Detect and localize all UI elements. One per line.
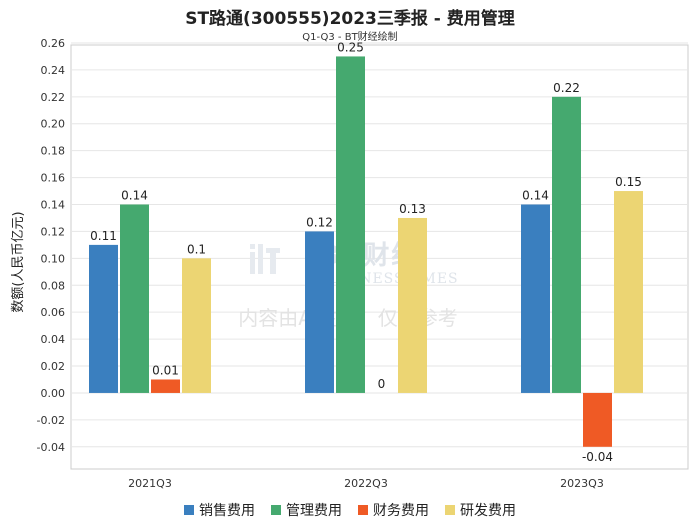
bar-2023Q3-管理费用 <box>552 96 581 393</box>
data-label: 0.15 <box>615 175 642 189</box>
legend-label: 研发费用 <box>460 503 516 519</box>
data-label: 0.25 <box>337 40 364 54</box>
x-tick-label: 2022Q3 <box>344 477 388 490</box>
y-tick-label: 0.22 <box>41 91 66 104</box>
y-tick-label: 0.26 <box>41 37 66 50</box>
legend-label: 财务费用 <box>373 503 429 519</box>
y-tick-label: 0.12 <box>41 225 66 238</box>
bar-2021Q3-研发费用 <box>182 258 211 393</box>
legend-item: 财务费用 <box>358 500 429 520</box>
x-tick-label: 2021Q3 <box>128 477 172 490</box>
legend-swatch <box>358 505 368 515</box>
legend-swatch <box>271 505 281 515</box>
data-label: 0.11 <box>90 229 117 243</box>
y-tick-label: 0.10 <box>41 252 66 265</box>
y-tick-label: 0.20 <box>41 118 66 131</box>
legend-label: 管理费用 <box>286 503 342 519</box>
y-tick-label: -0.04 <box>37 441 65 454</box>
bar-2023Q3-销售费用 <box>521 204 550 393</box>
bar-2023Q3-研发费用 <box>614 191 643 393</box>
y-tick-label: 0.16 <box>41 172 66 185</box>
legend-item: 管理费用 <box>271 500 342 520</box>
data-label: 0 <box>378 377 386 391</box>
data-label: 0.12 <box>306 215 333 229</box>
legend: 销售费用 管理费用 财务费用 研发费用 <box>0 500 700 520</box>
y-tick-label: -0.02 <box>37 414 65 427</box>
bar-2022Q3-销售费用 <box>305 231 334 393</box>
data-label: 0.22 <box>553 81 580 95</box>
y-axis-label: 数额(人民币亿元) <box>11 211 26 312</box>
bar-2022Q3-研发费用 <box>398 217 427 393</box>
legend-item: 研发费用 <box>445 500 516 520</box>
bar-2023Q3-财务费用 <box>583 392 612 447</box>
y-tick-label: 0.14 <box>41 199 66 212</box>
bar-2022Q3-管理费用 <box>336 56 365 393</box>
chart-title: ST路通(300555)2023三季报 - 费用管理 <box>185 9 515 29</box>
data-label: -0.04 <box>582 450 613 464</box>
legend-swatch <box>445 505 455 515</box>
y-tick-label: 0.02 <box>41 360 66 373</box>
legend-label: 销售费用 <box>199 503 255 519</box>
y-tick-label: 0.08 <box>41 279 66 292</box>
data-label: 0.13 <box>399 202 426 216</box>
y-tick-label: 0.04 <box>41 333 66 346</box>
y-tick-label: 0.18 <box>41 145 66 158</box>
data-label: 0.1 <box>187 242 206 256</box>
x-tick-label: 2023Q3 <box>560 477 604 490</box>
data-label: 0.14 <box>121 189 148 203</box>
bt-logo-icon <box>250 244 280 274</box>
y-tick-label: 0.24 <box>41 64 66 77</box>
legend-swatch <box>184 505 194 515</box>
chart-subtitle: Q1-Q3 - BT财经绘制 <box>302 32 398 43</box>
bar-2021Q3-销售费用 <box>89 244 118 393</box>
legend-item: 销售费用 <box>184 500 255 520</box>
data-label: 0.14 <box>522 189 549 203</box>
y-tick-label: 0.06 <box>41 306 66 319</box>
bar-2021Q3-管理费用 <box>120 204 149 393</box>
y-tick-label: 0.00 <box>41 387 66 400</box>
bar-2021Q3-财务费用 <box>151 379 180 393</box>
data-label: 0.01 <box>152 363 179 377</box>
